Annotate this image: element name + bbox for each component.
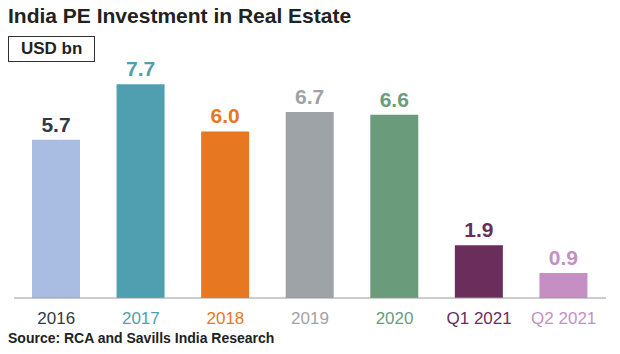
svg-text:Q2 2021: Q2 2021: [531, 309, 596, 328]
html-text:Source: RCA and Savills India: Source: RCA and Savills India Research: [8, 330, 275, 346]
svg-text:5.7: 5.7: [41, 113, 70, 136]
svg-text:6.6: 6.6: [380, 88, 409, 111]
html-text:India PE Investment in Real Es: India PE Investment in Real Estate: [8, 4, 352, 27]
svg-text:6.7: 6.7: [295, 85, 324, 108]
svg-text:1.9: 1.9: [464, 218, 493, 241]
svg-text:2020: 2020: [376, 309, 414, 328]
svg-text:2017: 2017: [122, 309, 160, 328]
html-text:USD bn: USD bn: [21, 39, 83, 58]
svg-text:2016: 2016: [37, 309, 75, 328]
svg-text:7.7: 7.7: [126, 57, 155, 80]
svg-text:2019: 2019: [291, 309, 329, 328]
svg-text:0.9: 0.9: [549, 246, 578, 269]
svg-text:Q1 2021: Q1 2021: [447, 309, 512, 328]
svg-text:2018: 2018: [207, 309, 245, 328]
svg-text:6.0: 6.0: [211, 104, 240, 127]
